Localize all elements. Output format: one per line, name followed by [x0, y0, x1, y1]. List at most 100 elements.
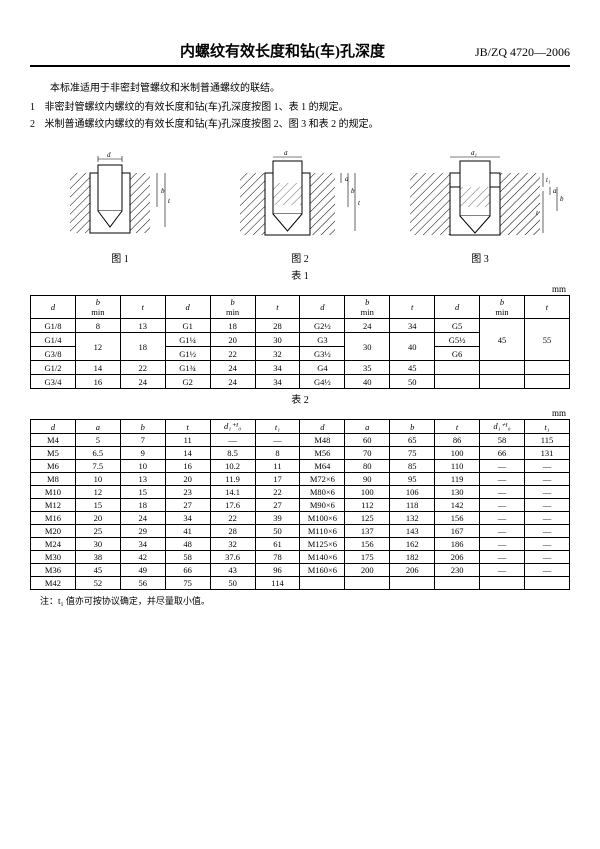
cell: G4½ — [300, 375, 345, 389]
cell: 24 — [210, 375, 255, 389]
cell: M12 — [31, 499, 76, 512]
cell: — — [480, 486, 525, 499]
cell: 10 — [75, 473, 120, 486]
cell: 34 — [120, 538, 165, 551]
cell: G1/4 — [31, 333, 76, 347]
cell: 20 — [165, 473, 210, 486]
cell: 10 — [120, 460, 165, 473]
cell: G2 — [165, 375, 210, 389]
col-header: t — [390, 296, 435, 319]
col-header: t — [120, 296, 165, 319]
cell: 22 — [210, 347, 255, 361]
cell — [300, 577, 345, 590]
table2-unit: mm — [30, 408, 566, 418]
cell: G3 — [300, 333, 345, 347]
col-header: a — [75, 420, 120, 434]
cell: — — [524, 538, 569, 551]
cell: 41 — [165, 525, 210, 538]
cell: M80×6 — [300, 486, 345, 499]
cell: 43 — [210, 564, 255, 577]
cell: 50 — [390, 375, 435, 389]
cell: 15 — [75, 499, 120, 512]
cell: 45 — [480, 319, 525, 361]
svg-text:a: a — [345, 175, 349, 183]
cell: 35 — [345, 361, 390, 375]
cell: M64 — [300, 460, 345, 473]
cell: G5 — [435, 319, 480, 333]
cell: 70 — [345, 447, 390, 460]
cell: 18 — [120, 499, 165, 512]
cell: 167 — [435, 525, 480, 538]
item-text: 米制普通螺纹内螺纹的有效长度和钻(车)孔深度按图 2、图 3 和表 2 的规定。 — [45, 119, 379, 130]
cell: 7 — [120, 434, 165, 447]
cell: G3/4 — [31, 375, 76, 389]
cell: — — [524, 564, 569, 577]
cell: 40 — [345, 375, 390, 389]
cell: 22 — [255, 486, 300, 499]
cell: G3/8 — [31, 347, 76, 361]
fig-label: 图 2 — [225, 250, 375, 265]
cell: 39 — [255, 512, 300, 525]
list-item-2: 2 米制普通螺纹内螺纹的有效长度和钻(车)孔深度按图 2、图 3 和表 2 的规… — [30, 115, 570, 130]
cell: G1/2 — [31, 361, 76, 375]
fig-label: 图 3 — [405, 250, 555, 265]
table-1: dbmintdbmintdbmintdbmintG1/8813G11828G2½… — [30, 295, 570, 389]
figure-1: d b t 图 1 — [45, 151, 195, 265]
cell: 137 — [345, 525, 390, 538]
col-header: bmin — [210, 296, 255, 319]
cell: G1¼ — [165, 333, 210, 347]
cell: 32 — [210, 538, 255, 551]
cell: 125 — [345, 512, 390, 525]
cell: 24 — [120, 512, 165, 525]
cell: 18 — [210, 319, 255, 333]
cell: 24 — [210, 361, 255, 375]
cell: 175 — [345, 551, 390, 564]
cell: 75 — [390, 447, 435, 460]
cell — [524, 577, 569, 590]
cell: M16 — [31, 512, 76, 525]
cell: 27 — [255, 499, 300, 512]
cell: 38 — [75, 551, 120, 564]
cell: 13 — [120, 319, 165, 333]
cell: 27 — [165, 499, 210, 512]
cell: M5 — [31, 447, 76, 460]
cell — [345, 577, 390, 590]
cell: 34 — [165, 512, 210, 525]
cell: 61 — [255, 538, 300, 551]
col-header: t — [524, 296, 569, 319]
svg-text:d₁: d₁ — [471, 151, 477, 157]
cell: 58 — [165, 551, 210, 564]
svg-text:b: b — [351, 187, 355, 195]
cell: — — [524, 499, 569, 512]
cell: 34 — [255, 375, 300, 389]
cell: 15 — [120, 486, 165, 499]
cell: 206 — [435, 551, 480, 564]
cell: 106 — [390, 486, 435, 499]
cell: 28 — [210, 525, 255, 538]
col-header: bmin — [480, 296, 525, 319]
col-header: t — [435, 420, 480, 434]
cell: 14.1 — [210, 486, 255, 499]
cell: 186 — [435, 538, 480, 551]
cell: G6 — [435, 347, 480, 361]
cell: 20 — [75, 512, 120, 525]
cell: 7.5 — [75, 460, 120, 473]
cell: 10.2 — [210, 460, 255, 473]
cell: 52 — [75, 577, 120, 590]
cell: 24 — [345, 319, 390, 333]
cell: 100 — [345, 486, 390, 499]
col-header: bmin — [345, 296, 390, 319]
cell: M140×6 — [300, 551, 345, 564]
cell: 112 — [345, 499, 390, 512]
cell — [480, 375, 525, 389]
cell: 29 — [120, 525, 165, 538]
cell: 45 — [75, 564, 120, 577]
cell: 66 — [480, 447, 525, 460]
doc-number: JB/ZQ 4720—2006 — [475, 45, 570, 60]
cell: 162 — [390, 538, 435, 551]
cell: M30 — [31, 551, 76, 564]
cell: 86 — [435, 434, 480, 447]
cell: 58 — [480, 434, 525, 447]
list-item-1: 1 非密封管螺纹内螺纹的有效长度和钻(车)孔深度按图 1、表 1 的规定。 — [30, 98, 570, 113]
cell: 132 — [390, 512, 435, 525]
